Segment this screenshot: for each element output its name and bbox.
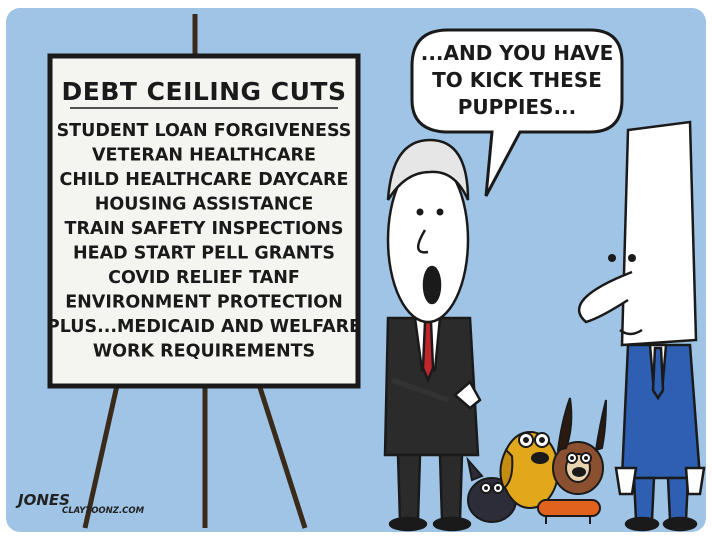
sign-item: HEAD START PELL GRANTS bbox=[73, 244, 335, 264]
left-leg bbox=[396, 453, 422, 522]
brown-puppy bbox=[552, 397, 607, 495]
right-shoe bbox=[662, 516, 698, 532]
sign-item: VETERAN HEALTHCARE bbox=[92, 146, 316, 166]
hand bbox=[453, 380, 482, 410]
yellow-puppy bbox=[499, 431, 559, 509]
speech-bubble: ...AND YOU HAVE TO KICK THESE PUPPIES... bbox=[410, 28, 624, 197]
man-dark-suit bbox=[383, 138, 482, 532]
eye-left bbox=[608, 254, 616, 262]
sign-item: HOUSING ASSISTANCE bbox=[95, 195, 314, 215]
sign-board bbox=[47, 53, 361, 389]
eye-right bbox=[628, 254, 636, 262]
signature-name: JONES bbox=[15, 491, 70, 509]
hand-left bbox=[614, 466, 638, 496]
hand-right bbox=[684, 466, 706, 496]
left-shoe bbox=[624, 516, 660, 532]
right-leg bbox=[666, 476, 690, 522]
eye-right bbox=[436, 208, 444, 216]
gray-hair bbox=[386, 138, 470, 201]
speech-line-2: TO KICK THESE bbox=[432, 68, 602, 92]
man-blue-suit bbox=[577, 120, 706, 532]
open-mouth bbox=[422, 265, 442, 305]
right-shoe bbox=[432, 516, 472, 532]
right-leg bbox=[438, 453, 464, 522]
sign-item: STUDENT LOAN FORGIVENESS bbox=[57, 121, 352, 141]
tall-head bbox=[620, 120, 698, 347]
debt-ceiling-sign: DEBT CEILING CUTS STUDENT LOAN FORGIVENE… bbox=[47, 53, 361, 389]
puppies bbox=[466, 397, 607, 524]
sign-item: ENVIRONMENT PROTECTION bbox=[65, 293, 343, 313]
sign-item: TRAIN SAFETY INSPECTIONS bbox=[65, 219, 344, 239]
signature: JONES CLAYTOONZ.COM bbox=[15, 491, 145, 516]
long-nose bbox=[577, 270, 633, 324]
mouth bbox=[619, 328, 643, 336]
nose bbox=[417, 229, 429, 254]
left-leg bbox=[632, 476, 656, 522]
speech-line-3: PUPPIES... bbox=[458, 95, 577, 119]
sign-item: COVID RELIEF TANF bbox=[108, 268, 300, 288]
red-tie bbox=[421, 320, 435, 384]
eye-left bbox=[416, 208, 424, 216]
left-shoe bbox=[388, 516, 428, 532]
pointer-stick bbox=[391, 377, 449, 403]
sign-item: PLUS...MEDICAID AND WELFARE bbox=[47, 317, 361, 337]
speech-line-1: ...AND YOU HAVE bbox=[421, 41, 614, 65]
blue-tie bbox=[651, 346, 665, 401]
signature-site: CLAYTOONZ.COM bbox=[62, 506, 145, 516]
sign-item: WORK REQUIREMENTS bbox=[93, 342, 315, 362]
sign-title: DEBT CEILING CUTS bbox=[62, 77, 347, 106]
dachshund bbox=[537, 499, 601, 524]
sign-item: CHILD HEALTHCARE DAYCARE bbox=[60, 170, 349, 190]
sign-items: STUDENT LOAN FORGIVENESS VETERAN HEALTHCA… bbox=[47, 121, 361, 362]
